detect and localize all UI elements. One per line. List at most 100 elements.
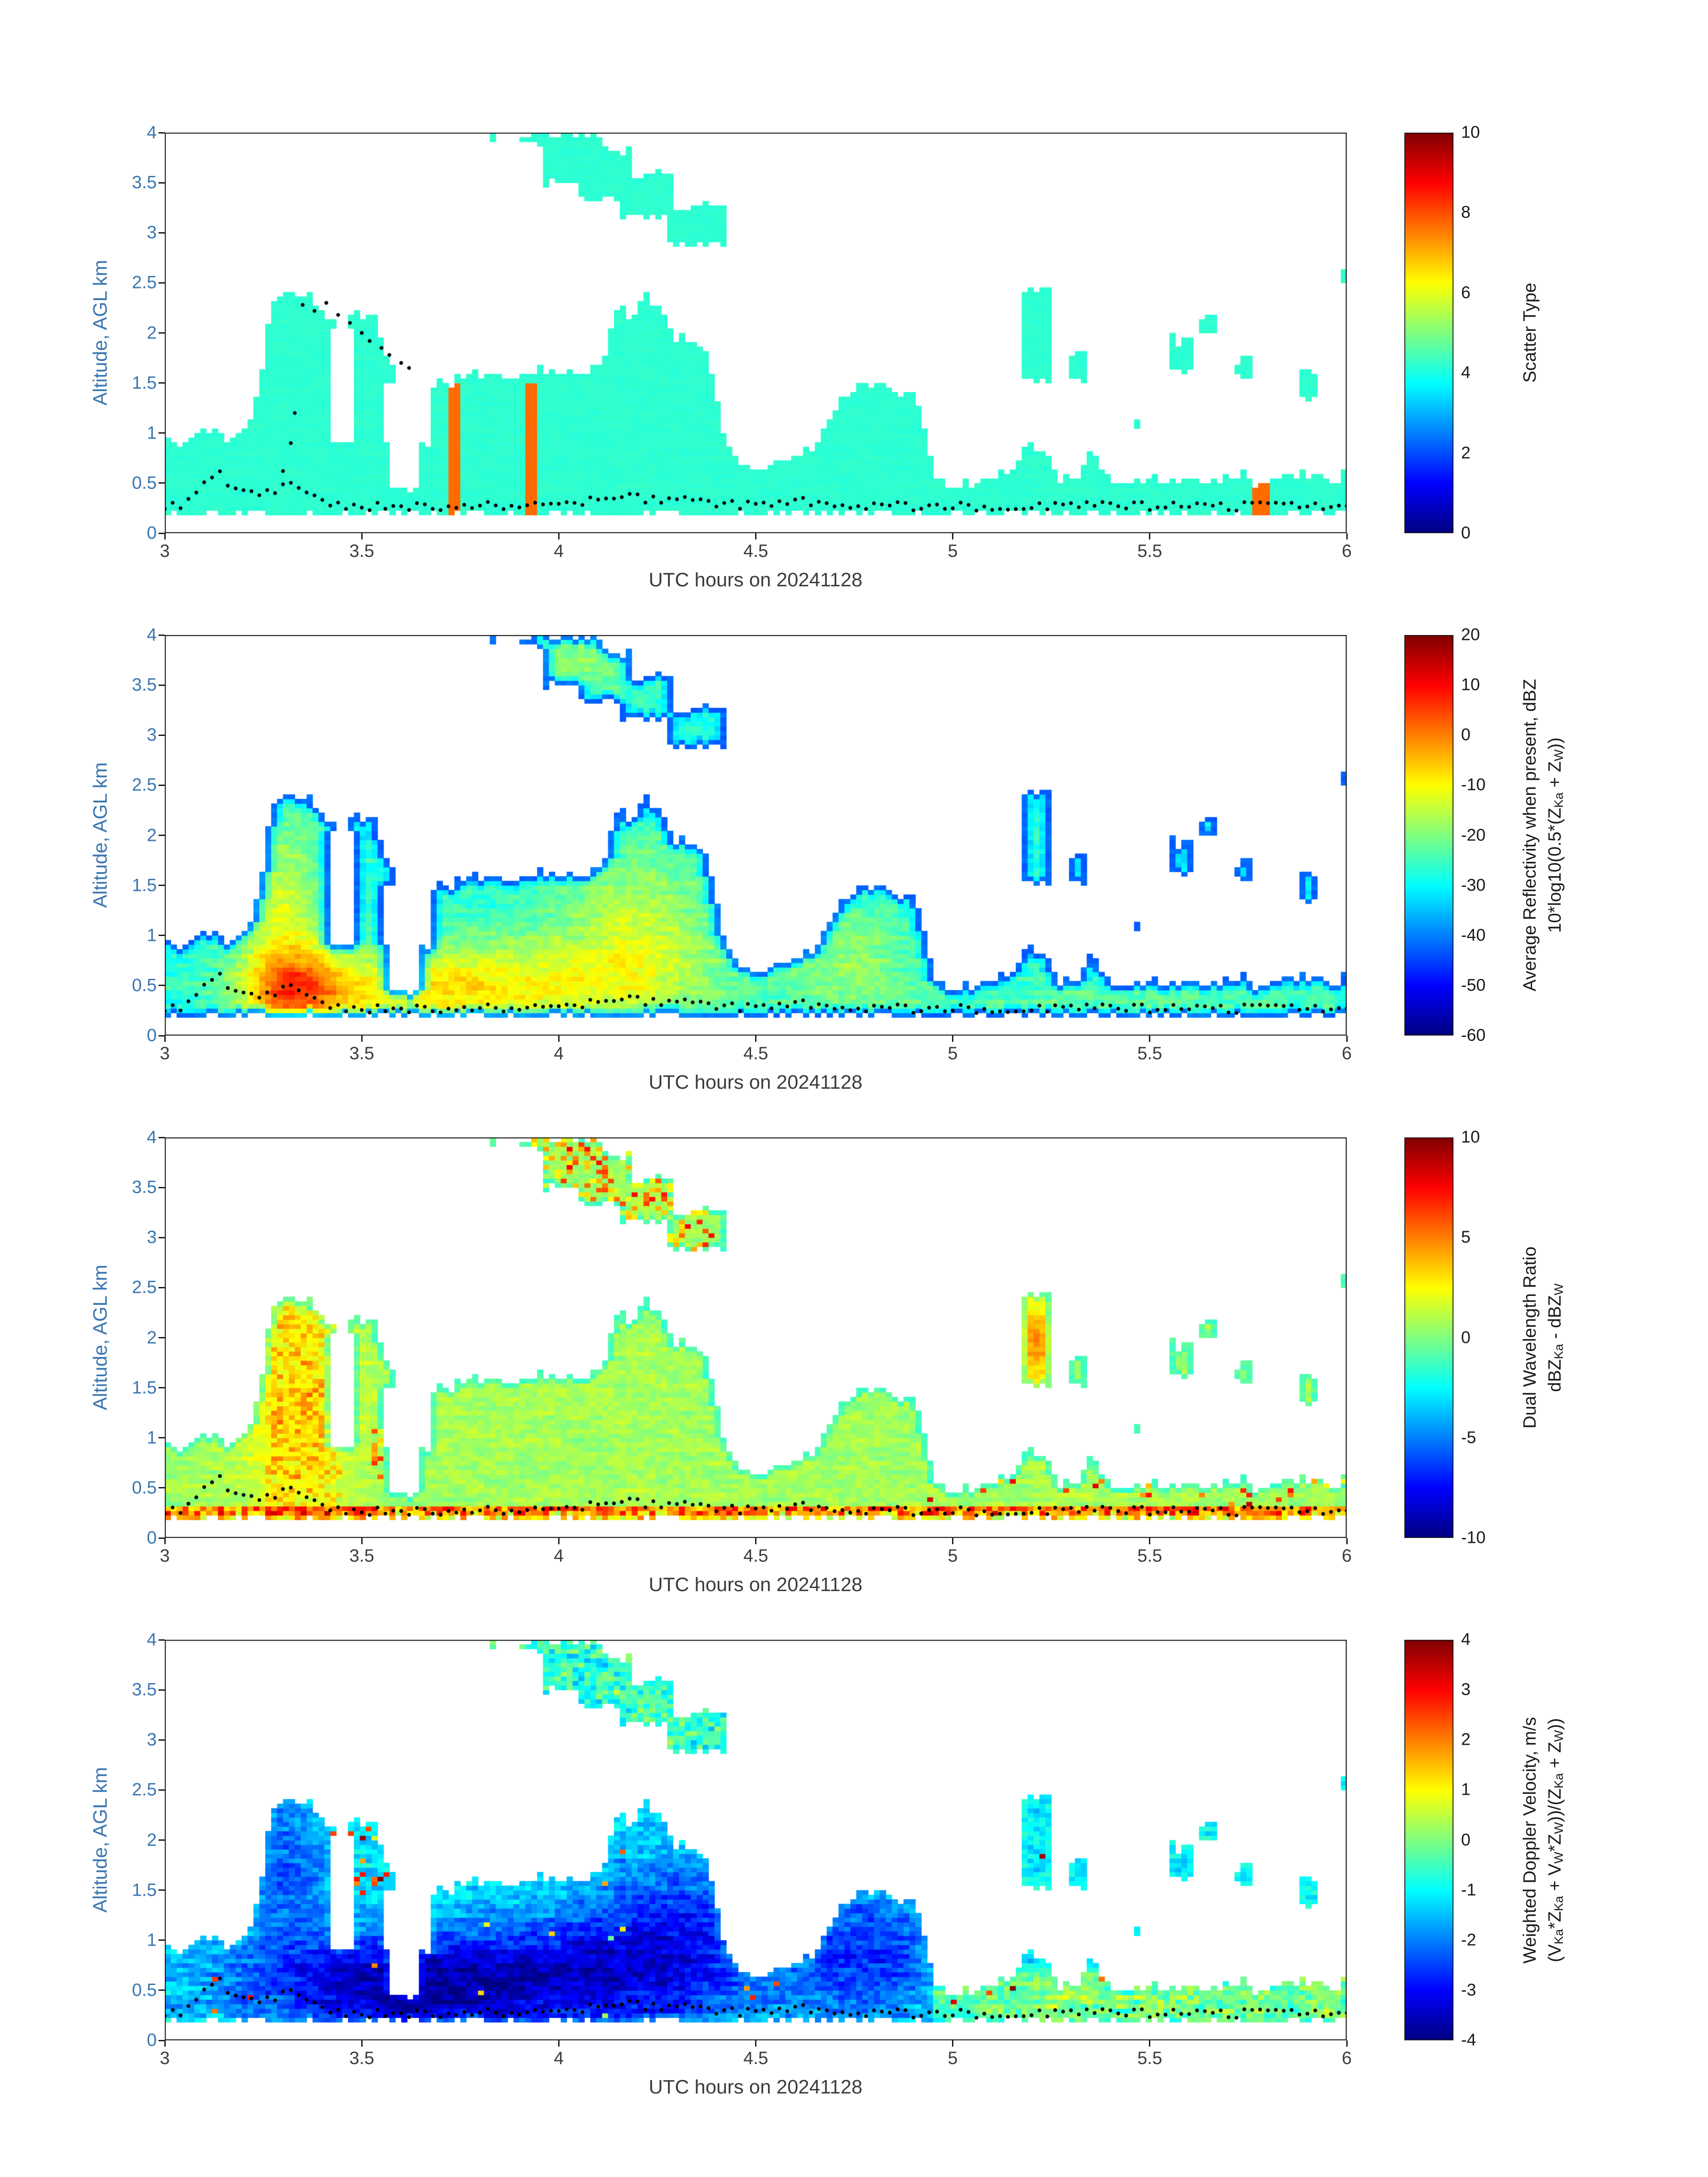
x-tick-mark xyxy=(755,533,756,539)
x-tick-label: 4 xyxy=(554,1044,564,1063)
y-tick-label: 1.5 xyxy=(132,1880,157,1900)
x-tick-mark xyxy=(164,2040,166,2047)
x-tick-mark xyxy=(1149,533,1151,539)
x-tick-mark xyxy=(952,1036,954,1042)
heatmap-canvas-doppler xyxy=(165,1640,1347,2040)
x-tick-label: 3.5 xyxy=(349,1044,374,1063)
colorbar-doppler xyxy=(1404,1640,1453,2040)
colorbar-tick-label: 6 xyxy=(1461,283,1471,302)
y-tick-mark xyxy=(159,1939,165,1941)
x-tick-mark xyxy=(361,533,363,539)
y-tick-label: 2.5 xyxy=(132,1780,157,1800)
x-tick-mark xyxy=(755,1538,756,1544)
x-tick-mark xyxy=(1346,533,1348,539)
x-tick-label: 3 xyxy=(159,2048,170,2068)
colorbar-tick-label: 20 xyxy=(1461,625,1480,644)
y-tick-mark xyxy=(159,1337,165,1338)
colorbar-title: Scatter Type xyxy=(1520,283,1540,383)
x-tick-mark xyxy=(952,533,954,539)
x-tick-label: 4 xyxy=(554,2048,564,2068)
colorbar-tick-label: 4 xyxy=(1461,363,1471,382)
colorbar-tick-label: -30 xyxy=(1461,876,1486,895)
y-tick-label: 0.5 xyxy=(132,1478,157,1498)
y-tick-label: 1.5 xyxy=(132,875,157,895)
colorbar-tick-label: -1 xyxy=(1461,1880,1476,1900)
y-tick-mark xyxy=(159,332,165,334)
y-tick-label: 1 xyxy=(146,925,157,945)
colorbar-title: Weighted Doppler Velocity, m/s (VKa*ZKa +… xyxy=(1520,1717,1566,1964)
y-tick-mark xyxy=(159,1889,165,1891)
x-tick-mark xyxy=(755,2040,756,2047)
colorbar-tick-label: -10 xyxy=(1461,775,1486,794)
x-tick-label: 4.5 xyxy=(743,541,768,561)
x-tick-label: 5 xyxy=(948,1044,958,1063)
colorbar-tick-label: 4 xyxy=(1461,1630,1471,1649)
colorbar-scatter-type xyxy=(1404,133,1453,533)
x-tick-label: 4.5 xyxy=(743,1044,768,1063)
x-tick-mark xyxy=(755,1036,756,1042)
y-tick-mark xyxy=(159,1839,165,1841)
colorbar-tick-label: 2 xyxy=(1461,443,1471,463)
x-tick-mark xyxy=(1346,1538,1348,1544)
colorbar-tick-label: -20 xyxy=(1461,826,1486,844)
y-tick-mark xyxy=(159,1739,165,1741)
y-tick-mark xyxy=(159,1689,165,1691)
panel-scatter-type: Altitude, AGL km Scatter Type UTC hours … xyxy=(0,123,1708,635)
colorbar-tick-label: -50 xyxy=(1461,976,1486,995)
y-tick-label: 2.5 xyxy=(132,272,157,292)
x-tick-mark xyxy=(164,1538,166,1544)
y-tick-label: 3.5 xyxy=(132,172,157,192)
colorbar-tick-label: -3 xyxy=(1461,1981,1476,2000)
y-tick-mark xyxy=(159,734,165,736)
x-tick-label: 5.5 xyxy=(1137,1044,1162,1063)
colorbar-title: Dual Wavelength Ratio dBZKa - dBZW xyxy=(1520,1246,1566,1429)
colorbar-dwr xyxy=(1404,1137,1453,1538)
y-tick-mark xyxy=(159,232,165,234)
x-tick-label: 4 xyxy=(554,541,564,561)
y-tick-mark xyxy=(159,1537,165,1539)
colorbar-tick-label: 2 xyxy=(1461,1730,1471,1749)
panel-dual-wavelength-ratio: Altitude, AGL km Dual Wavelength Ratio dB… xyxy=(0,1128,1708,1640)
x-axis-label: UTC hours on 20241128 xyxy=(648,569,863,591)
colorbar-tick-label: 0 xyxy=(1461,725,1471,744)
y-tick-label: 3 xyxy=(146,725,157,745)
y-tick-label: 4 xyxy=(146,122,157,142)
x-tick-mark xyxy=(1149,1538,1151,1544)
y-tick-mark xyxy=(159,1639,165,1641)
x-tick-label: 3 xyxy=(159,541,170,561)
x-tick-label: 6 xyxy=(1341,1044,1352,1063)
y-tick-label: 0.5 xyxy=(132,473,157,493)
y-tick-mark xyxy=(159,634,165,636)
heatmap-canvas-reflectivity xyxy=(165,635,1347,1036)
x-tick-mark xyxy=(361,2040,363,2047)
y-tick-mark xyxy=(159,1137,165,1138)
y-tick-label: 0.5 xyxy=(132,975,157,995)
x-tick-label: 5.5 xyxy=(1137,2048,1162,2068)
y-tick-label: 1.5 xyxy=(132,1378,157,1398)
x-axis-label: UTC hours on 20241128 xyxy=(648,1071,863,1093)
y-tick-label: 3.5 xyxy=(132,1680,157,1700)
y-tick-mark xyxy=(159,835,165,836)
x-axis-label: UTC hours on 20241128 xyxy=(648,2076,863,2098)
colorbar-tick-label: 10 xyxy=(1461,1128,1480,1147)
x-tick-label: 6 xyxy=(1341,541,1352,561)
y-tick-label: 2.5 xyxy=(132,1277,157,1297)
x-tick-label: 5.5 xyxy=(1137,1546,1162,1566)
y-tick-mark xyxy=(159,1989,165,1991)
colorbar-tick-label: 0 xyxy=(1461,1830,1471,1849)
y-tick-label: 0 xyxy=(146,1025,157,1045)
x-tick-mark xyxy=(361,1036,363,1042)
y-tick-label: 0 xyxy=(146,523,157,543)
x-tick-label: 6 xyxy=(1341,2048,1352,2068)
y-tick-label: 2 xyxy=(146,1830,157,1850)
x-tick-mark xyxy=(1346,2040,1348,2047)
colorbar-tick-label: -40 xyxy=(1461,926,1486,945)
y-tick-label: 4 xyxy=(146,1630,157,1650)
colorbar-tick-label: -4 xyxy=(1461,2031,1476,2050)
x-tick-label: 4.5 xyxy=(743,2048,768,2068)
x-tick-mark xyxy=(164,533,166,539)
x-tick-mark xyxy=(558,2040,560,2047)
colorbar-tick-label: 3 xyxy=(1461,1680,1471,1699)
colorbar-tick-label: 8 xyxy=(1461,203,1471,222)
heatmap-canvas-dwr xyxy=(165,1137,1347,1538)
